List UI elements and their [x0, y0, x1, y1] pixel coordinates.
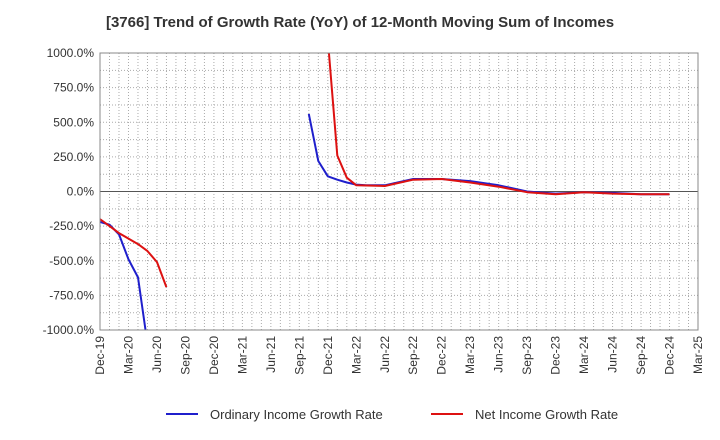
series-line-2 [100, 218, 168, 288]
x-tick-group: Sep-21 [292, 336, 306, 375]
x-tick-group: Mar-23 [463, 336, 477, 374]
x-tick-group: Jun-23 [492, 336, 506, 373]
x-tick-label: Mar-23 [463, 336, 477, 374]
x-tick-label: Sep-23 [520, 336, 534, 375]
x-tick-group: Sep-22 [406, 336, 420, 375]
x-tick-group: Dec-22 [435, 336, 449, 375]
y-tick-label: 1000.0% [47, 46, 95, 60]
x-tick-label: Dec-20 [207, 336, 221, 375]
x-tick-label: Sep-24 [634, 336, 648, 375]
x-tick-group: Sep-23 [520, 336, 534, 375]
x-tick-label: Dec-19 [93, 336, 107, 375]
x-tick-group: Mar-24 [577, 336, 591, 374]
series-line-2 [327, 53, 670, 196]
plot-frame [99, 52, 699, 331]
y-tick-label: -750.0% [49, 288, 94, 302]
legend-label: Ordinary Income Growth Rate [210, 407, 383, 422]
x-tick-label: Sep-22 [406, 336, 420, 375]
x-tick-label: Sep-21 [292, 336, 306, 375]
x-tick-group: Mar-25 [691, 336, 705, 374]
y-axis-ticks: 1000.0% 750.0% 500.0% 250.0% 0.0% -250.0% -500… [43, 46, 95, 337]
y-tick-label: 750.0% [53, 81, 94, 95]
x-tick-label: Mar-22 [349, 336, 363, 374]
x-tick-label: Dec-22 [435, 336, 449, 375]
x-tick-group: Mar-20 [121, 336, 135, 374]
x-tick-label: Dec-24 [663, 336, 677, 375]
x-tick-label: Jun-24 [606, 336, 620, 373]
x-tick-group: Dec-19 [93, 336, 107, 375]
chart-title: [3766] Trend of Growth Rate (YoY) of 12-… [105, 14, 615, 31]
x-tick-label: Mar-20 [121, 336, 135, 374]
x-tick-group: Jun-24 [606, 336, 620, 373]
x-tick-group: Jun-21 [264, 336, 278, 373]
x-axis-ticks: Dec-19 Mar-20 Jun-20 Sep-20 Dec-20 Mar-21 Jun-… [93, 336, 705, 375]
y-tick-label: 500.0% [53, 115, 94, 129]
x-tick-label: Jun-22 [378, 336, 392, 373]
x-tick-group: Dec-20 [207, 336, 221, 375]
x-tick-label: Jun-23 [492, 336, 506, 373]
x-tick-label: Mar-25 [691, 336, 705, 374]
y-tick-label: -1000.0% [43, 323, 95, 337]
x-tick-label: Jun-21 [264, 336, 278, 373]
x-tick-group: Jun-22 [378, 336, 392, 373]
x-tick-group: Jun-20 [150, 336, 164, 373]
x-tick-label: Mar-21 [235, 336, 249, 374]
series-line-1 [100, 221, 147, 330]
x-tick-group: Dec-23 [549, 336, 563, 375]
x-tick-label: Mar-24 [577, 336, 591, 374]
x-tick-label: Dec-21 [321, 336, 335, 375]
x-tick-group: Mar-21 [235, 336, 249, 374]
series-lines [100, 53, 670, 330]
x-tick-group: Sep-20 [178, 336, 192, 375]
x-tick-group: Dec-21 [321, 336, 335, 375]
x-tick-group: Mar-22 [349, 336, 363, 374]
y-tick-label: 250.0% [53, 150, 94, 164]
x-tick-label: Dec-23 [549, 336, 563, 375]
x-tick-label: Jun-20 [150, 336, 164, 373]
legend-label: Net Income Growth Rate [475, 407, 618, 422]
y-tick-label: -500.0% [49, 254, 94, 268]
x-tick-group: Sep-24 [634, 336, 648, 375]
y-tick-label: 0.0% [67, 185, 95, 199]
x-tick-label: Sep-20 [178, 336, 192, 375]
y-tick-label: -250.0% [49, 219, 94, 233]
x-tick-group: Dec-24 [663, 336, 677, 375]
legend: Ordinary Income Growth Rate Net Income Gr… [166, 407, 618, 422]
